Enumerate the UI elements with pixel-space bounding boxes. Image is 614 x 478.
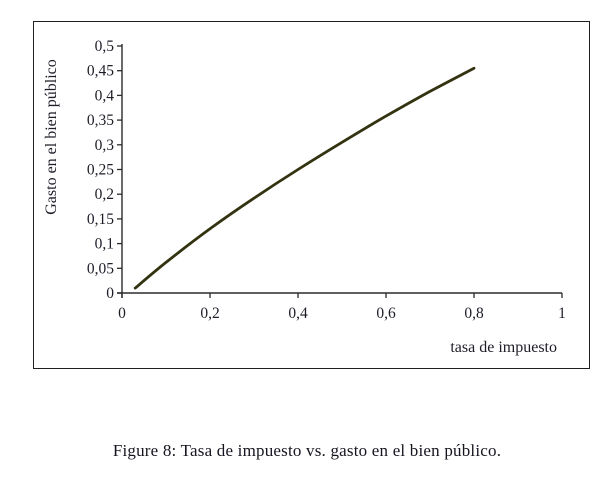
y-tick-label: 0,05 <box>87 260 114 277</box>
y-tick-label: 0,25 <box>87 162 114 179</box>
x-axis-title: tasa de impuesto <box>450 339 557 356</box>
x-tick-label: 0,4 <box>288 305 308 322</box>
y-tick-label: 0,4 <box>95 87 115 104</box>
y-tick-label: 0 <box>106 285 114 302</box>
line-chart: 0 0,05 0,1 0,15 0,2 0,25 0,3 0,35 0,4 0,45 0,5 0 0,2… <box>43 38 566 356</box>
y-tick-label: 0,1 <box>95 236 114 253</box>
chart-figure-box: 0 0,05 0,1 0,15 0,2 0,25 0,3 0,35 0,4 0,45 0,5 0 0,2… <box>33 21 590 369</box>
y-tick-label: 0,15 <box>87 211 114 228</box>
x-tick-label: 0,8 <box>464 305 484 322</box>
y-axis-title: Gasto en el bien público <box>43 59 60 215</box>
y-tick-label: 0,5 <box>95 38 115 55</box>
y-tick-label: 0,2 <box>95 186 114 203</box>
y-tick-label: 0,35 <box>87 112 114 129</box>
y-tick-label: 0,45 <box>87 63 114 80</box>
y-tick-label: 0,3 <box>95 137 115 154</box>
x-tick-label: 1 <box>558 305 566 322</box>
figure-caption: Figure 8: Tasa de impuesto vs. gasto en … <box>112 441 502 460</box>
x-tick-label: 0 <box>118 305 126 322</box>
x-tick-label: 0,6 <box>376 305 396 322</box>
x-tick-label: 0,2 <box>200 305 219 322</box>
data-curve <box>133 66 476 290</box>
